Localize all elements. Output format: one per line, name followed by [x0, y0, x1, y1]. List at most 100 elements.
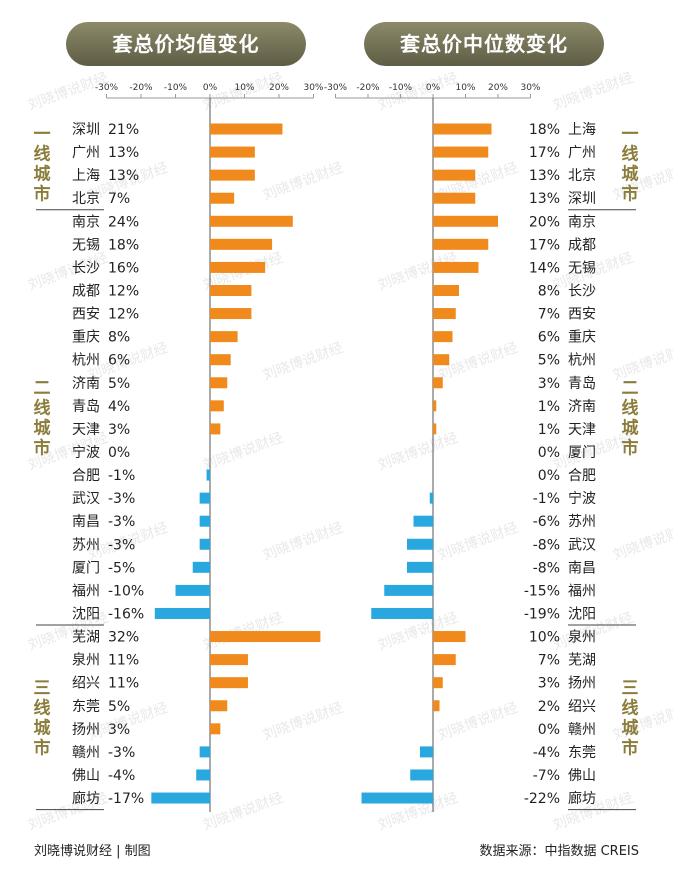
city-label: 沈阳	[72, 606, 100, 622]
city-label: 广州	[568, 145, 596, 161]
city-label: 赣州	[72, 745, 100, 761]
x-tick-label: -10%	[389, 83, 413, 93]
bar	[210, 284, 252, 296]
data-label: 5%	[538, 353, 560, 369]
bar	[433, 631, 466, 643]
tier-label-char: 三	[622, 678, 639, 698]
bar	[210, 308, 252, 320]
city-label: 长沙	[72, 260, 100, 276]
city-label: 青岛	[568, 376, 596, 392]
tier-label-char: 市	[622, 437, 639, 458]
bar	[407, 538, 433, 550]
data-label: 2%	[538, 699, 560, 715]
city-label: 天津	[72, 422, 100, 438]
watermark-text: 刘晓博说财经	[201, 429, 286, 474]
tier-label-char: 市	[622, 737, 639, 758]
data-label: 0%	[538, 722, 560, 738]
tier-label-char: 城	[622, 718, 639, 738]
data-label: 11%	[108, 653, 139, 669]
city-label: 芜湖	[72, 629, 100, 646]
bar	[429, 492, 433, 504]
data-label: -22%	[524, 791, 560, 807]
city-label: 武汉	[568, 537, 596, 553]
tier-label-char: 一	[622, 125, 639, 145]
bar	[433, 169, 476, 181]
data-label: 3%	[538, 376, 560, 392]
data-label: 0%	[538, 468, 560, 484]
watermark-text: 刘晓博说财经	[551, 69, 636, 114]
watermark-text: 刘晓博说财经	[376, 429, 461, 474]
city-label: 北京	[72, 191, 100, 207]
data-label: -17%	[108, 791, 144, 807]
data-label: 13%	[529, 191, 560, 207]
data-label: 18%	[108, 237, 139, 253]
data-label: 3%	[108, 722, 130, 738]
city-label: 廊坊	[72, 790, 100, 807]
bar	[199, 746, 210, 758]
bar	[210, 146, 255, 158]
city-label: 无锡	[568, 260, 596, 276]
bar	[433, 400, 437, 412]
x-tick-label: 20%	[488, 83, 508, 93]
city-label: 佛山	[568, 768, 596, 784]
tier-label-char: 线	[34, 697, 51, 718]
footer-source: 数据来源：中指数据 CREIS	[479, 844, 639, 859]
city-label: 厦门	[72, 560, 100, 576]
data-label: 7%	[538, 653, 560, 669]
city-label: 北京	[568, 168, 596, 184]
footer-credit: 刘晓博说财经 | 制图	[34, 844, 151, 859]
data-label: 16%	[108, 260, 139, 276]
data-label: 3%	[538, 676, 560, 692]
tier-label-char: 线	[622, 697, 639, 718]
data-label: 5%	[108, 376, 130, 392]
data-label: -4%	[533, 745, 560, 761]
bar	[433, 700, 440, 712]
watermark-text: 刘晓博说财经	[611, 339, 673, 384]
bar	[206, 469, 210, 481]
bar	[371, 607, 433, 619]
x-tick-label: -10%	[164, 83, 188, 93]
data-label: 5%	[108, 699, 130, 715]
data-label: 18%	[529, 122, 560, 138]
tier-label-char: 市	[34, 184, 51, 205]
watermark-text: 刘晓博说财经	[261, 339, 346, 384]
data-label: -3%	[108, 537, 135, 553]
city-label: 南京	[72, 214, 100, 230]
data-label: 11%	[108, 676, 139, 692]
city-label: 南昌	[72, 514, 100, 530]
city-label: 东莞	[568, 745, 596, 761]
data-label: 7%	[538, 307, 560, 323]
bar	[361, 792, 433, 804]
bar	[407, 561, 433, 573]
city-label: 宁波	[568, 490, 596, 507]
bar	[210, 377, 228, 389]
tier-label-char: 线	[34, 144, 51, 165]
bar	[210, 123, 283, 135]
data-label: -3%	[108, 745, 135, 761]
bar	[199, 515, 210, 527]
data-label: 17%	[529, 237, 560, 253]
bar	[151, 792, 210, 804]
data-label: 8%	[108, 330, 130, 346]
x-tick-label: -20%	[356, 83, 380, 93]
watermark-text: 刘晓博说财经	[261, 699, 346, 744]
bar	[433, 354, 450, 366]
data-label: 3%	[108, 422, 130, 438]
city-label: 青岛	[72, 399, 100, 415]
bar	[433, 146, 489, 158]
bar	[433, 123, 492, 135]
data-label: -15%	[524, 583, 560, 599]
city-label: 福州	[72, 583, 100, 599]
bar	[433, 654, 456, 666]
tier-label-char: 线	[622, 144, 639, 165]
data-label: 6%	[108, 353, 130, 369]
data-label: -4%	[108, 768, 135, 784]
city-label: 泉州	[72, 652, 100, 669]
bar	[210, 654, 248, 666]
bar	[210, 723, 221, 735]
city-label: 成都	[568, 237, 596, 253]
bar	[433, 215, 498, 227]
bar	[433, 284, 459, 296]
city-label: 重庆	[72, 330, 100, 346]
